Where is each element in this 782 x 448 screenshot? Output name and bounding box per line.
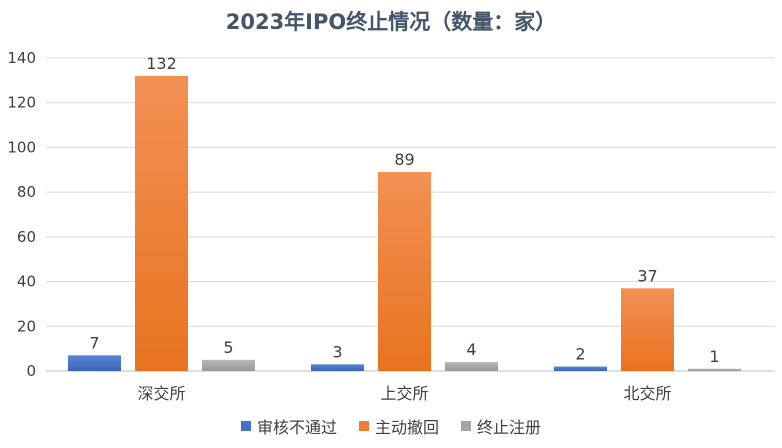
bar [554, 366, 607, 371]
y-tick-label: 100 [7, 138, 36, 156]
data-label: 4 [466, 340, 476, 359]
bar [202, 359, 255, 371]
legend-entry: 审核不通过 [240, 414, 337, 438]
bar [68, 355, 121, 371]
y-tick-label: 0 [26, 362, 36, 380]
category-label: 深交所 [137, 384, 185, 403]
data-label: 2 [575, 345, 585, 364]
y-tick-label: 120 [7, 94, 36, 112]
data-label: 3 [332, 342, 342, 361]
bar [311, 364, 364, 371]
y-tick-label: 140 [7, 49, 36, 67]
bar [378, 172, 431, 371]
bar [135, 75, 188, 371]
data-label: 89 [394, 150, 414, 169]
data-label: 37 [637, 266, 657, 285]
y-tick-label: 80 [17, 183, 36, 201]
data-label: 132 [146, 54, 177, 73]
legend-label: 审核不通过 [256, 418, 337, 437]
legend-swatch [358, 421, 369, 431]
y-tick-label: 60 [17, 228, 36, 246]
data-label: 7 [89, 333, 99, 352]
bar [688, 368, 741, 371]
legend-entry: 终止注册 [461, 414, 541, 438]
y-tick-label: 20 [17, 317, 36, 335]
legend-entry: 主动撤回 [358, 414, 439, 438]
legend-swatch [461, 421, 471, 431]
y-tick-label: 40 [17, 273, 36, 291]
bar [445, 362, 498, 371]
legend-label: 主动撤回 [374, 418, 439, 437]
category-label: 上交所 [380, 384, 428, 403]
legend-label: 终止注册 [477, 418, 542, 437]
bar [621, 288, 674, 371]
data-label: 5 [223, 338, 233, 357]
chart-title: 2023年IPO终止情况（数量：家） [225, 10, 557, 34]
category-label: 北交所 [623, 384, 671, 403]
legend-swatch [240, 421, 251, 431]
legend: 审核不通过 主动撤回 终止注册 [0, 414, 782, 438]
data-label: 1 [709, 347, 719, 366]
